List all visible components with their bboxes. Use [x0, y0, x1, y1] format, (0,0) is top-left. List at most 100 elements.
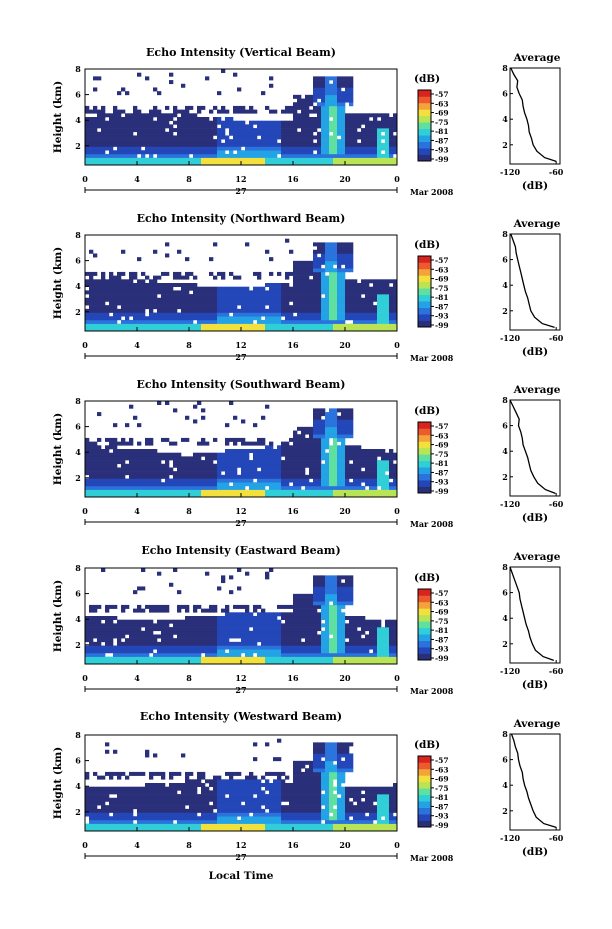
average-x-label: (dB): [522, 512, 548, 524]
colorbar-frame: [417, 755, 432, 828]
colorbar-swatch: [418, 128, 431, 136]
colorbar-swatch: [418, 454, 431, 462]
average-frame: [509, 733, 561, 831]
average-y-tick-label: 6: [502, 588, 508, 598]
y-tick-label: 2: [75, 141, 81, 151]
colorbar-tick-label: -93: [435, 146, 449, 155]
colorbar-swatch: [418, 141, 431, 149]
average-x-label: (dB): [522, 180, 548, 192]
colorbar-tick-label: -87: [435, 468, 449, 477]
average-line: [510, 733, 557, 829]
x-tick-label: 12: [235, 340, 246, 350]
x-tick-label: 12: [235, 506, 246, 516]
average-profile: Average 2 4 6 8 -120 -60(dB): [500, 218, 564, 358]
y-tick-label: 6: [75, 422, 81, 432]
colorbar-swatch: [418, 320, 431, 328]
average-x-tick-label: -120: [500, 167, 520, 177]
month-label: Mar 2008: [410, 187, 454, 197]
average-y-tick-label: 8: [502, 63, 508, 73]
panel-title: Echo Intensity (Vertical Beam): [146, 46, 336, 59]
colorbar-unit: (dB): [414, 239, 440, 251]
colorbar-unit: (dB): [414, 73, 440, 85]
x-tick-label: 4: [134, 506, 140, 516]
x-tick-label: 0: [394, 174, 400, 184]
y-tick-label: 4: [75, 115, 81, 125]
colorbar: (dB) -57-63-69-75-81-87-93-99: [414, 239, 449, 330]
average-profile: Average 2 4 6 8 -120 -60(dB): [500, 384, 564, 524]
colorbar-swatch: [418, 473, 431, 481]
average-frame: [509, 566, 561, 664]
panel-title: Echo Intensity (Eastward Beam): [141, 544, 340, 557]
x-tick-label: 20: [339, 174, 351, 184]
colorbar-tick-label: -63: [435, 431, 449, 440]
colorbar-swatch: [418, 621, 431, 629]
colorbar-swatch: [418, 447, 431, 455]
colorbar-tick-label: -99: [435, 654, 449, 663]
colorbar-tick-label: -99: [435, 821, 449, 830]
colorbar-swatch: [418, 135, 431, 142]
average-y-tick-label: 2: [502, 306, 508, 316]
average-frame: [509, 233, 561, 331]
colorbar-tick-label: -69: [435, 109, 449, 118]
colorbar-swatch: [418, 595, 431, 603]
colorbar-tick-label: -63: [435, 598, 449, 607]
heatmap-cells: [85, 401, 398, 498]
x-tick-label: 12: [235, 840, 246, 850]
colorbar-frame: [417, 89, 432, 162]
x-tick-label: 8: [186, 840, 192, 850]
x-tick-label: 20: [339, 840, 351, 850]
colorbar-tick-label: -81: [435, 793, 449, 802]
average-x-tick-label: -120: [500, 833, 520, 843]
colorbar-swatch: [418, 640, 431, 648]
average-line: [510, 233, 555, 329]
average-y-tick-label: 6: [502, 89, 508, 99]
colorbar-tick-label: -99: [435, 487, 449, 496]
average-y-tick-label: 8: [502, 562, 508, 572]
colorbar-swatch: [418, 647, 431, 654]
colorbar-tick-label: -63: [435, 99, 449, 108]
colorbar-swatch: [418, 301, 431, 308]
colorbar-unit: (dB): [414, 572, 440, 584]
colorbar-tick-label: -93: [435, 812, 449, 821]
colorbar-swatch: [418, 441, 431, 449]
colorbar-swatch: [418, 589, 431, 596]
colorbar-swatch: [418, 775, 431, 783]
colorbar-swatch: [418, 467, 431, 474]
y-tick-label: 8: [75, 230, 81, 240]
panel-1: Echo Intensity (Vertical Beam) 2 4 6 8 0 4 8 12 1…: [52, 46, 564, 197]
colorbar-swatch: [418, 820, 431, 828]
heatmap-cells: [85, 69, 398, 166]
average-y-tick-label: 8: [502, 395, 508, 405]
colorbar-swatch: [418, 608, 431, 616]
colorbar-tick-label: -75: [435, 784, 449, 793]
y-axis-label: Height (km): [52, 747, 64, 819]
y-axis-label: Height (km): [52, 247, 64, 319]
colorbar-swatch: [418, 115, 431, 123]
x-tick-label: 8: [186, 673, 192, 683]
y-tick-label: 4: [75, 614, 81, 624]
colorbar-swatch: [418, 756, 431, 763]
average-x-label: (dB): [522, 679, 548, 691]
colorbar-tick-label: -63: [435, 265, 449, 274]
colorbar-swatch: [418, 814, 431, 821]
average-y-tick-label: 8: [502, 229, 508, 239]
colorbar-tick-label: -69: [435, 608, 449, 617]
date-label: 27: [235, 685, 246, 695]
average-y-tick-label: 6: [502, 421, 508, 431]
average-y-tick-label: 8: [502, 729, 508, 739]
colorbar: (dB) -57-63-69-75-81-87-93-99: [414, 405, 449, 496]
colorbar-swatch: [418, 434, 431, 442]
x-tick-label: 8: [186, 174, 192, 184]
colorbar-swatch: [418, 480, 431, 487]
y-tick-label: 8: [75, 64, 81, 74]
colorbar-unit: (dB): [414, 405, 440, 417]
colorbar-swatch: [418, 788, 431, 796]
average-title: Average: [513, 551, 561, 563]
average-y-tick-label: 6: [502, 255, 508, 265]
colorbar-unit: (dB): [414, 739, 440, 751]
average-y-tick-label: 2: [502, 140, 508, 150]
date-label: 27: [235, 518, 246, 528]
colorbar-tick-label: -81: [435, 626, 449, 635]
panel-title: Echo Intensity (Southward Beam): [137, 378, 346, 391]
